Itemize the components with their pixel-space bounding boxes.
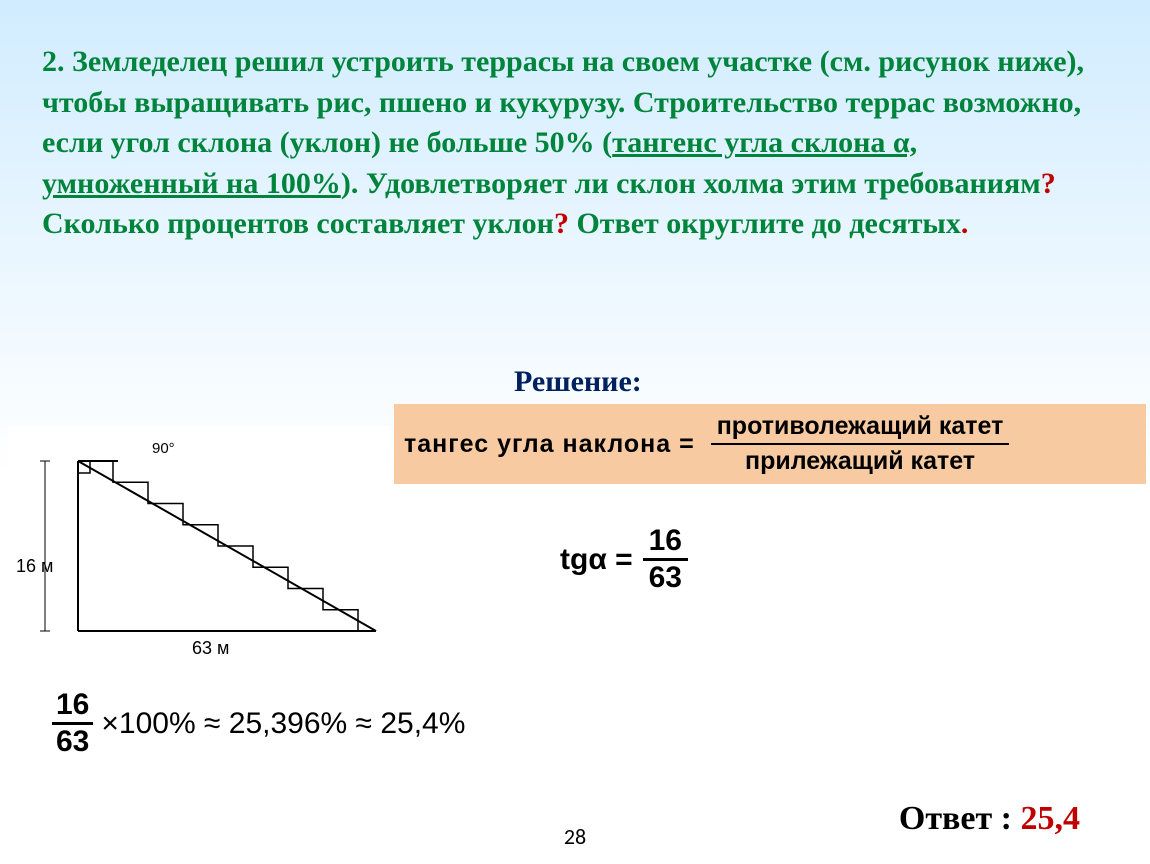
tangent-formula-box: тангес угла наклона = противолежащий кат… xyxy=(394,404,1146,484)
calc-numerator: 16 xyxy=(52,688,93,722)
tg-lhs: tgα = xyxy=(560,543,633,577)
formula-fraction: противолежащий катет прилежащий катет xyxy=(711,410,1010,478)
page-number: 28 xyxy=(564,823,586,850)
question-mark-1: ? xyxy=(1041,167,1056,200)
angle-label: 90° xyxy=(152,440,175,457)
tg-numerator: 16 xyxy=(643,524,688,558)
problem-seg2: ). Удовлетворяет ли склон холма этим тре… xyxy=(341,167,1041,200)
formula-lhs: тангес угла наклона = xyxy=(404,430,695,459)
problem-number: 2. xyxy=(42,45,65,78)
calculation-line: 16 63 ×100% ≈ 25,396% ≈ 25,4% xyxy=(42,682,475,765)
tg-fraction: 16 63 xyxy=(643,524,688,595)
calc-denominator: 63 xyxy=(52,725,93,759)
calc-fraction: 16 63 xyxy=(52,688,93,759)
question-mark-2: ? xyxy=(554,207,569,240)
answer: Ответ : 25,4 xyxy=(899,800,1080,838)
formula-denominator: прилежащий катет xyxy=(739,445,981,478)
solution-label: Решение: xyxy=(514,365,642,399)
answer-label: Ответ : xyxy=(899,800,1021,837)
problem-seg4: Ответ округлите до десятых xyxy=(569,207,961,240)
formula-numerator: противолежащий катет xyxy=(711,410,1010,443)
slope-diagram xyxy=(8,426,390,646)
tg-denominator: 63 xyxy=(643,561,688,595)
final-dot: . xyxy=(961,207,969,240)
base-dimension: 63 м xyxy=(192,638,229,659)
answer-value: 25,4 xyxy=(1021,800,1081,837)
tangent-equation: tgα = 16 63 xyxy=(560,524,688,595)
height-dimension: 16 м xyxy=(16,556,53,577)
calc-rest: ×100% ≈ 25,396% ≈ 25,4% xyxy=(101,707,465,741)
problem-seg3: Сколько процентов составляет уклон xyxy=(42,207,554,240)
diagram-svg xyxy=(8,426,390,646)
problem-seg1: Земледелец решил устроить террасы на сво… xyxy=(42,45,1084,159)
problem-text: 2. Земледелец решил устроить террасы на … xyxy=(42,42,1097,245)
